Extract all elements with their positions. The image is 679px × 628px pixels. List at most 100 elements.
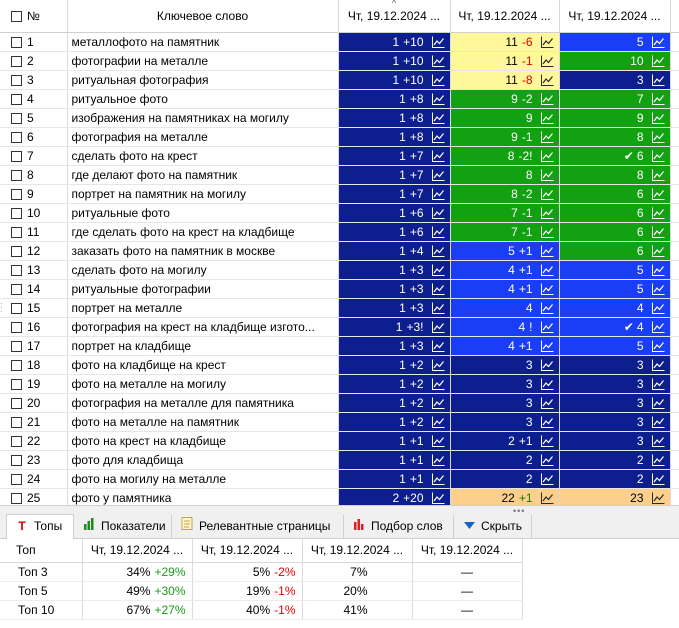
position-cell[interactable]: ✔ 6 <box>559 146 671 166</box>
row-checkbox[interactable] <box>11 188 22 200</box>
trend-chart-icon[interactable] <box>431 302 445 314</box>
trend-chart-icon[interactable] <box>540 131 554 143</box>
trend-chart-icon[interactable] <box>651 492 665 504</box>
trend-chart-icon[interactable] <box>431 264 445 276</box>
position-cell[interactable]: 9 -2 <box>450 89 560 109</box>
position-cell[interactable]: 9 <box>450 108 560 128</box>
position-cell[interactable]: 1 +6 <box>338 222 451 242</box>
position-cell[interactable]: 1 +2 <box>338 355 451 375</box>
tab-metrics[interactable]: Показатели <box>74 515 172 538</box>
position-cell[interactable]: 8 <box>450 165 560 185</box>
position-cell[interactable]: 1 +2 <box>338 412 451 432</box>
position-cell[interactable]: 6 <box>559 241 671 261</box>
trend-chart-icon[interactable] <box>431 131 445 143</box>
position-cell[interactable]: 1 +1 <box>338 450 451 470</box>
trend-chart-icon[interactable] <box>651 55 665 67</box>
position-cell[interactable]: 1 +7 <box>338 165 451 185</box>
position-cell[interactable]: 1 +2 <box>338 393 451 413</box>
keyword-cell[interactable]: ритуальное фото <box>67 89 339 109</box>
position-cell[interactable]: 9 -1 <box>450 127 560 147</box>
position-cell[interactable]: 4 +1 <box>450 279 560 299</box>
row-checkbox[interactable] <box>11 340 22 352</box>
keyword-cell[interactable]: фото на могилу на металле <box>67 469 339 489</box>
trend-chart-icon[interactable] <box>431 397 445 409</box>
row-checkbox[interactable] <box>11 473 22 485</box>
trend-chart-icon[interactable] <box>651 150 665 162</box>
position-cell[interactable]: 8 <box>559 127 671 147</box>
trend-chart-icon[interactable] <box>651 435 665 447</box>
position-cell[interactable]: 6 <box>559 203 671 223</box>
position-cell[interactable]: 1 +3 <box>338 260 451 280</box>
position-cell[interactable]: 3 <box>559 70 671 90</box>
position-cell[interactable]: 11 -6 <box>450 32 560 52</box>
trend-chart-icon[interactable] <box>651 473 665 485</box>
trend-chart-icon[interactable] <box>540 321 554 333</box>
trend-chart-icon[interactable] <box>431 492 445 504</box>
position-cell[interactable]: 4 +1 <box>450 336 560 356</box>
keyword-cell[interactable]: ритуальные фотографии <box>67 279 339 299</box>
row-checkbox[interactable] <box>11 454 22 466</box>
row-checkbox[interactable] <box>11 74 22 86</box>
trend-chart-icon[interactable] <box>651 340 665 352</box>
keyword-cell[interactable]: фото на кладбище на крест <box>67 355 339 375</box>
trend-chart-icon[interactable] <box>431 378 445 390</box>
keyword-cell[interactable]: ритуальная фотография <box>67 70 339 90</box>
trend-chart-icon[interactable] <box>431 74 445 86</box>
row-checkbox[interactable] <box>11 302 22 314</box>
trend-chart-icon[interactable] <box>651 188 665 200</box>
keyword-cell[interactable]: фотография на металле <box>67 127 339 147</box>
trend-chart-icon[interactable] <box>651 93 665 105</box>
header-date-2[interactable]: Чт, 19.12.2024 ... <box>450 0 560 33</box>
position-cell[interactable]: 2 <box>450 450 560 470</box>
position-cell[interactable]: 6 <box>559 222 671 242</box>
keyword-cell[interactable]: фотографии на металле <box>67 51 339 71</box>
keyword-cell[interactable]: сделать фото на крест <box>67 146 339 166</box>
keyword-row[interactable]: 12 заказать фото на памятник в москве 1 +4 5… <box>0 241 679 261</box>
keyword-cell[interactable]: заказать фото на памятник в москве <box>67 241 339 261</box>
trend-chart-icon[interactable] <box>651 302 665 314</box>
position-cell[interactable]: 3 <box>450 393 560 413</box>
trend-chart-icon[interactable] <box>431 283 445 295</box>
row-checkbox[interactable] <box>11 321 22 333</box>
trend-chart-icon[interactable] <box>540 55 554 67</box>
row-checkbox[interactable] <box>11 131 22 143</box>
position-cell[interactable]: 1 +8 <box>338 89 451 109</box>
keyword-row[interactable]: 21 фото на металле на памятник 1 +2 3 3 <box>0 412 679 432</box>
trend-chart-icon[interactable] <box>651 264 665 276</box>
row-checkbox[interactable] <box>11 55 22 67</box>
trend-chart-icon[interactable] <box>540 283 554 295</box>
tab-hide[interactable]: Скрыть <box>454 515 532 538</box>
position-cell[interactable]: 3 <box>559 393 671 413</box>
position-cell[interactable]: 8 <box>559 165 671 185</box>
keyword-cell[interactable]: изображения на памятниках на могилу <box>67 108 339 128</box>
trend-chart-icon[interactable] <box>651 131 665 143</box>
trend-chart-icon[interactable] <box>651 36 665 48</box>
position-cell[interactable]: 4 <box>559 298 671 318</box>
keyword-cell[interactable]: фото на металле на памятник <box>67 412 339 432</box>
keyword-row[interactable]: 13 сделать фото на могилу 1 +3 4 +1 5 <box>0 260 679 280</box>
trend-chart-icon[interactable] <box>651 283 665 295</box>
row-checkbox[interactable] <box>11 150 22 162</box>
position-cell[interactable]: 8 -2 <box>450 184 560 204</box>
trend-chart-icon[interactable] <box>540 188 554 200</box>
keyword-row[interactable]: 5 изображения на памятниках на могилу 1 +8 9… <box>0 108 679 128</box>
trend-chart-icon[interactable] <box>431 226 445 238</box>
keyword-cell[interactable]: портрет на кладбище <box>67 336 339 356</box>
trend-chart-icon[interactable] <box>540 93 554 105</box>
trend-chart-icon[interactable] <box>651 397 665 409</box>
position-cell[interactable]: 5 <box>559 32 671 52</box>
trend-chart-icon[interactable] <box>540 207 554 219</box>
row-checkbox[interactable] <box>11 226 22 238</box>
position-cell[interactable]: 2 <box>450 469 560 489</box>
trend-chart-icon[interactable] <box>431 359 445 371</box>
trend-chart-icon[interactable] <box>431 36 445 48</box>
keyword-row[interactable]: 6 фотография на металле 1 +8 9 -1 8 <box>0 127 679 147</box>
keyword-cell[interactable]: фотография на крест на кладбище изгото..… <box>67 317 339 337</box>
keyword-cell[interactable]: портрет на памятник на могилу <box>67 184 339 204</box>
position-cell[interactable]: 1 +3 <box>338 279 451 299</box>
header-num[interactable]: № <box>0 0 68 33</box>
position-cell[interactable]: 1 +10 <box>338 32 451 52</box>
row-checkbox[interactable] <box>11 378 22 390</box>
position-cell[interactable]: 22 +1 <box>450 488 560 505</box>
trend-chart-icon[interactable] <box>431 112 445 124</box>
